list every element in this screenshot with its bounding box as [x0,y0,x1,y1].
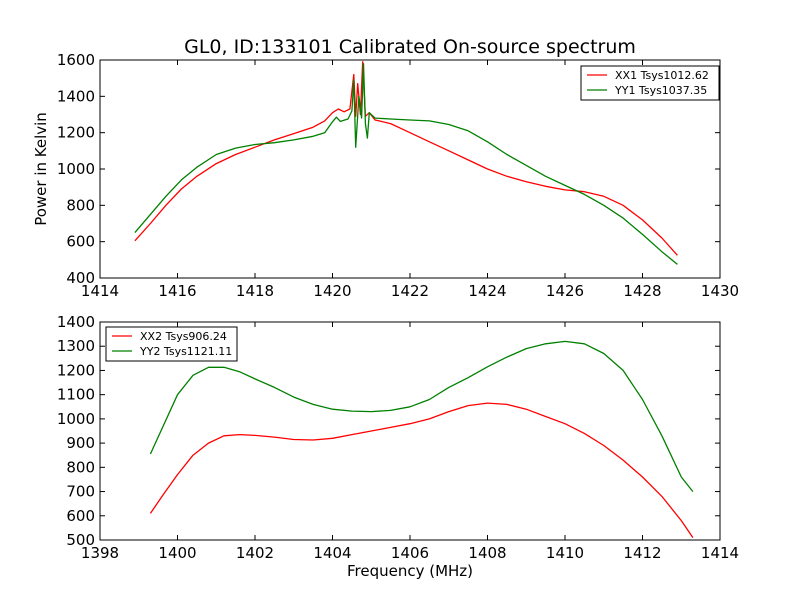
top-y-tick-label: 1200 [57,124,95,142]
top-y-tick-label: 1000 [57,160,95,178]
bottom-series-line-1 [149,402,694,538]
bottom-x-tick-label: 1408 [468,544,506,562]
bottom-x-tick-label: 1412 [623,544,661,562]
top-y-tick-label: 1400 [57,87,95,105]
top-chart-title: GL0, ID:133101 Calibrated On-source spec… [184,36,636,58]
top-plot-area: 1414 1416 1418 1420 1422 1424 1426 1428 1430 400 6… [57,51,739,300]
bottom-x-tick-label: 1402 [236,544,274,562]
bottom-series-line-2 [149,340,694,493]
bottom-legend: XX2 Tsys906.24 YY2 Tsys1121.11 [105,326,238,362]
bottom-y-tick-label: 500 [66,531,95,549]
bottom-chart: Frequency (MHz) 1398 1400 1402 1404 1406 1408… [57,313,739,580]
top-y-axis-label: Power in Kelvin [32,112,50,226]
bottom-y-tick-label: 700 [66,483,95,501]
bottom-legend-label-1: XX2 Tsys906.24 [140,330,227,343]
bottom-legend-box [105,326,238,362]
top-x-tick-label: 1420 [313,282,351,300]
top-chart: GL0, ID:133101 Calibrated On-source spec… [32,36,739,300]
top-y-tick-label: 800 [66,196,95,214]
top-x-tick-label: 1426 [546,282,584,300]
bottom-y-tick-label: 800 [66,458,95,476]
bottom-legend-label-2: YY2 Tsys1121.11 [139,345,232,358]
top-x-tick-label: 1424 [468,282,506,300]
bottom-x-tick-label: 1406 [391,544,429,562]
top-series-line-1 [134,61,678,256]
top-legend-label-1: XX1 Tsys1012.62 [615,69,709,82]
bottom-x-axis-label: Frequency (MHz) [347,562,473,580]
bottom-y-tick-label: 900 [66,434,95,452]
bottom-y-tick-label: 600 [66,507,95,525]
top-series-line-2 [134,62,678,265]
top-legend-box [580,65,720,101]
bottom-x-tick-label: 1404 [313,544,351,562]
bottom-x-tick-label: 1414 [701,544,739,562]
bottom-y-tick-label: 1000 [57,410,95,428]
bottom-y-tick-label: 1200 [57,361,95,379]
top-x-tick-label: 1422 [391,282,429,300]
top-legend: XX1 Tsys1012.62 YY1 Tsys1037.35 [580,65,720,101]
top-x-tick-label: 1430 [701,282,739,300]
bottom-x-tick-label: 1410 [546,544,584,562]
bottom-y-tick-label: 1100 [57,386,95,404]
top-x-tick-label: 1428 [623,282,661,300]
top-y-tick-label: 1600 [57,51,95,69]
bottom-x-tick-label: 1400 [158,544,196,562]
bottom-plot-area: 1398 1400 1402 1404 1406 1408 1410 1412 1414 500 6… [57,313,739,562]
bottom-x-tick-label: 1398 [81,544,119,562]
bottom-y-tick-label: 1400 [57,313,95,331]
top-legend-label-2: YY1 Tsys1037.35 [614,84,707,97]
top-x-tick-label: 1416 [158,282,196,300]
top-x-tick-label: 1418 [236,282,274,300]
top-y-tick-label: 600 [66,233,95,251]
top-x-tick-label: 1414 [81,282,119,300]
bottom-y-tick-label: 1300 [57,337,95,355]
top-y-tick-label: 400 [66,269,95,287]
